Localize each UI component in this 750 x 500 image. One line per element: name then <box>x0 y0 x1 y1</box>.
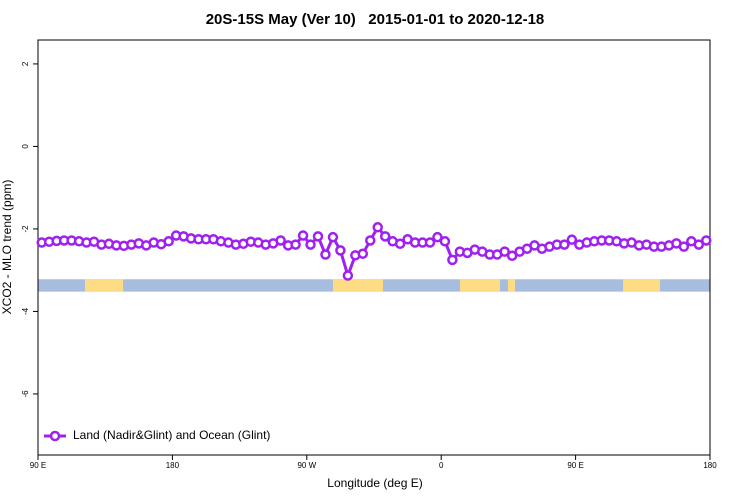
y-tick-label: -2 <box>21 225 30 233</box>
y-tick-label: -6 <box>21 390 30 398</box>
data-point <box>342 270 354 281</box>
plot-frame <box>37 39 711 456</box>
y-tick-label: 2 <box>21 61 30 66</box>
y-tick-label: 0 <box>21 144 30 149</box>
data-point <box>372 222 383 233</box>
x-tick-label: 180 <box>703 461 717 470</box>
data-point <box>439 236 451 247</box>
data-point <box>365 235 376 246</box>
data-point <box>432 231 443 243</box>
data-point <box>701 235 712 246</box>
x-tick-label: 180 <box>166 461 180 470</box>
data-point <box>357 248 369 259</box>
data-point <box>506 250 518 262</box>
land-segment <box>623 279 660 292</box>
land-segment <box>460 279 501 292</box>
x-tick-label: 90 E <box>567 461 583 470</box>
data-point <box>424 237 436 248</box>
data-point <box>320 249 331 260</box>
x-tick-label: 0 <box>439 461 444 470</box>
data-point <box>566 234 578 245</box>
land-segment <box>507 279 515 292</box>
chart-title: 20S-15S May (Ver 10) 2015-01-01 to 2020-… <box>206 11 545 28</box>
data-point <box>335 245 346 256</box>
legend-marker <box>49 430 61 442</box>
legend-label: Land (Nadir&Glint) and Ocean (Glint) <box>73 428 270 442</box>
data-point <box>499 246 510 257</box>
data-point <box>559 239 570 250</box>
data-point <box>297 230 309 241</box>
data-point <box>275 235 286 246</box>
data-point <box>447 254 458 266</box>
data-point <box>394 238 406 250</box>
y-axis-label: XCO2 - MLO trend (ppm) <box>0 180 14 315</box>
x-axis-label: Longitude (deg E) <box>327 476 422 490</box>
data-point <box>163 236 174 247</box>
data-point <box>327 231 339 243</box>
land-segment <box>332 279 383 292</box>
data-point <box>312 231 324 242</box>
y-tick-label: -4 <box>21 307 30 315</box>
data-point <box>678 241 690 252</box>
data-point <box>290 239 301 250</box>
data-point <box>305 239 316 250</box>
data-point <box>693 239 705 250</box>
x-tick-label: 90 W <box>297 461 316 470</box>
series-line <box>41 224 707 281</box>
x-tick-label: 90 E <box>30 461 46 470</box>
data-point <box>379 231 391 242</box>
land-segment <box>85 279 124 292</box>
